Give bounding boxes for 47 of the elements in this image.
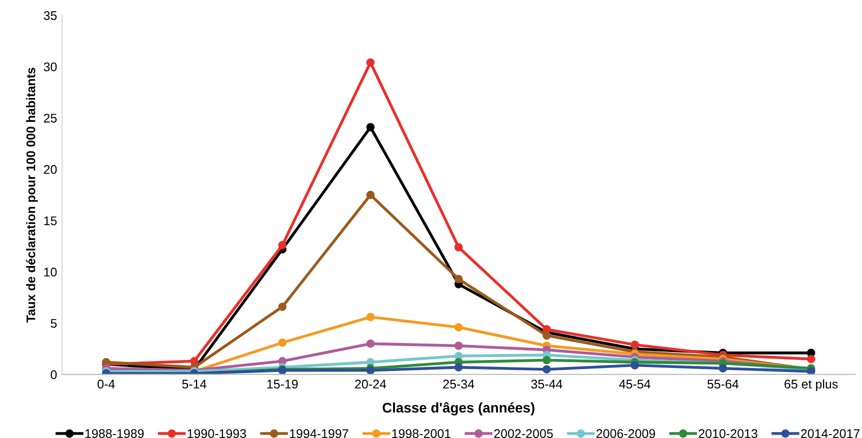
point: [454, 243, 463, 252]
y-axis-title: Taux de déclaration pour 100 000 habitants: [26, 68, 38, 322]
point: [278, 241, 287, 250]
legend-label: 1990-1993: [188, 429, 246, 438]
x-tick-label: 35-44: [531, 380, 562, 389]
point: [542, 331, 551, 340]
legend-label: 2014-2017: [801, 429, 860, 438]
point: [366, 123, 375, 132]
point: [542, 356, 551, 364]
x-axis-title: Classe d'âges (années): [382, 402, 534, 416]
point: [366, 340, 375, 348]
point: [366, 312, 375, 322]
point: [366, 58, 375, 67]
point: [278, 302, 287, 311]
x-tick-label: 5-14: [182, 380, 206, 389]
legend-label: 2002-2005: [494, 429, 553, 438]
y-tick-label: 10: [44, 268, 57, 277]
point: [454, 363, 463, 372]
legend-label: 1988-1989: [85, 429, 144, 438]
point: [454, 323, 463, 332]
legend-label: 2010-2013: [698, 429, 758, 438]
point: [630, 361, 639, 370]
x-tick-label: 45-54: [619, 380, 650, 389]
legend-label: 1994-1997: [290, 429, 348, 438]
point: [366, 190, 375, 200]
point: [718, 364, 728, 372]
y-tick-label: 20: [44, 165, 57, 174]
y-tick-label: 30: [44, 62, 57, 72]
x-tick-label: 0-4: [98, 380, 115, 389]
legend-label: 1998-2001: [392, 429, 450, 438]
y-tick-label: 25: [44, 114, 57, 123]
y-tick-label: 5: [50, 319, 57, 328]
point: [542, 365, 551, 374]
y-tick-label: 15: [44, 216, 57, 226]
point: [630, 340, 639, 349]
point: [806, 354, 816, 364]
y-tick-label: 35: [44, 11, 57, 20]
point: [278, 338, 287, 347]
x-tick-label: 55-64: [707, 380, 739, 389]
x-tick-label: 20-24: [355, 380, 386, 389]
x-tick-label: 15-19: [267, 380, 298, 389]
x-tick-label: 65 et plus: [784, 379, 838, 392]
y-tick-label: 0: [50, 370, 57, 380]
x-tick-label: 25-34: [443, 380, 474, 389]
point: [454, 274, 463, 284]
legend-label: 2006-2009: [596, 429, 656, 438]
point: [454, 342, 463, 350]
